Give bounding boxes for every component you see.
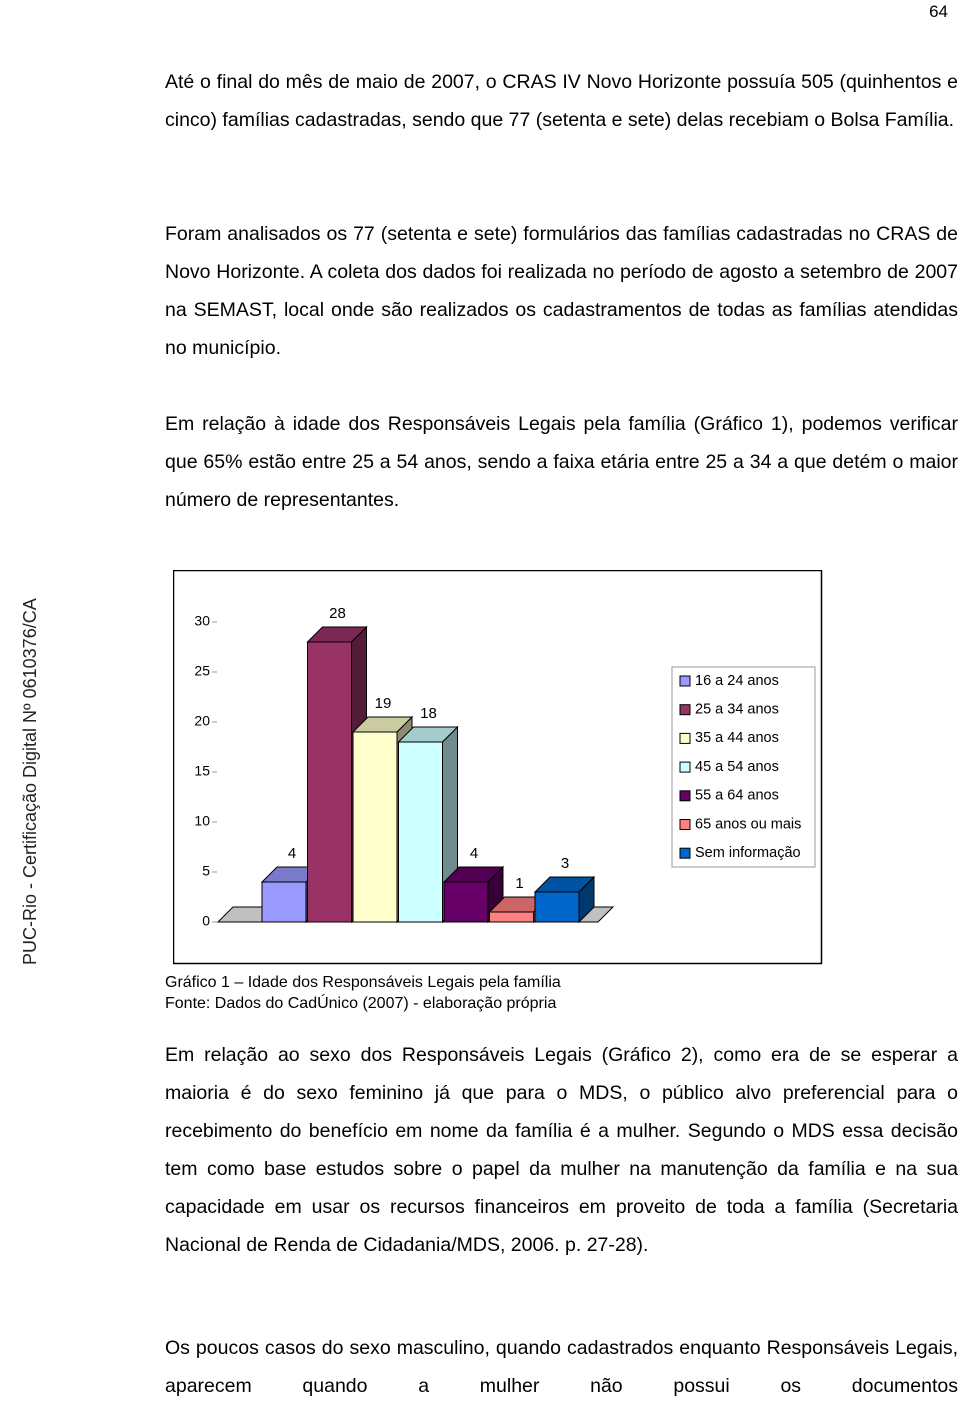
- y-tick-label: 30: [194, 613, 210, 629]
- y-tick-label: 20: [194, 713, 210, 729]
- caption-source: Fonte: Dados do CadÚnico (2007) - elabor…: [165, 995, 557, 1012]
- legend-label: 55 a 64 anos: [695, 788, 779, 804]
- legend-label: 25 a 34 anos: [695, 702, 779, 718]
- paragraph: Os poucos casos do sexo masculino, quand…: [165, 1337, 958, 1397]
- paragraph: Em relação à idade dos Responsáveis Lega…: [165, 413, 958, 511]
- bar: [398, 741, 443, 923]
- legend-swatch: [679, 819, 691, 830]
- data-label: 18: [420, 705, 437, 722]
- y-tick-label: 15: [194, 763, 210, 779]
- legend-swatch: [679, 675, 691, 687]
- caption: Gráfico 1 – Idade dos Responsáveis Legai…: [165, 974, 561, 991]
- legend-swatch: [679, 847, 691, 859]
- bar: [489, 911, 534, 923]
- chart: 0 5 10 15 20 25 30 4 28 19 18 4 1 3 16 a 24 anos 25 a 3…: [173, 570, 823, 965]
- data-label: 3: [561, 855, 569, 872]
- legend-label: 16 a 24 anos: [695, 673, 779, 689]
- data-label: 28: [329, 605, 346, 622]
- bar: [261, 881, 307, 923]
- y-tick-label: 10: [194, 813, 210, 829]
- bar: [534, 891, 580, 923]
- y-tick-label: 5: [202, 863, 210, 879]
- data-label: 4: [288, 845, 296, 862]
- legend-swatch: [679, 704, 691, 716]
- y-tick-label: 25: [194, 663, 210, 679]
- side-note: PUC-Rio - Certificação Digital Nº 061037…: [20, 598, 40, 965]
- bar: [307, 641, 352, 923]
- bar: [443, 881, 489, 923]
- page-number: 64: [929, 2, 948, 21]
- y-tick-label: 0: [202, 913, 210, 929]
- legend-label: 65 anos ou mais: [695, 816, 801, 832]
- legend-swatch: [679, 732, 691, 744]
- legend-label: 35 a 44 anos: [695, 730, 779, 746]
- legend-label: Sem informação: [695, 845, 801, 861]
- paragraph: Foram analisados os 77 (setenta e sete) …: [165, 223, 958, 359]
- data-label: 4: [470, 845, 478, 862]
- paragraph: Até o final do mês de maio de 2007, o CR…: [165, 71, 958, 131]
- legend-swatch: [679, 761, 691, 773]
- legend-box: [671, 666, 816, 868]
- bar: [352, 731, 398, 923]
- data-label: 19: [375, 695, 392, 712]
- data-label: 1: [515, 875, 523, 892]
- legend-swatch: [679, 790, 691, 802]
- paragraph: Em relação ao sexo dos Responsáveis Lega…: [165, 1044, 958, 1256]
- legend-label: 45 a 54 anos: [695, 759, 779, 775]
